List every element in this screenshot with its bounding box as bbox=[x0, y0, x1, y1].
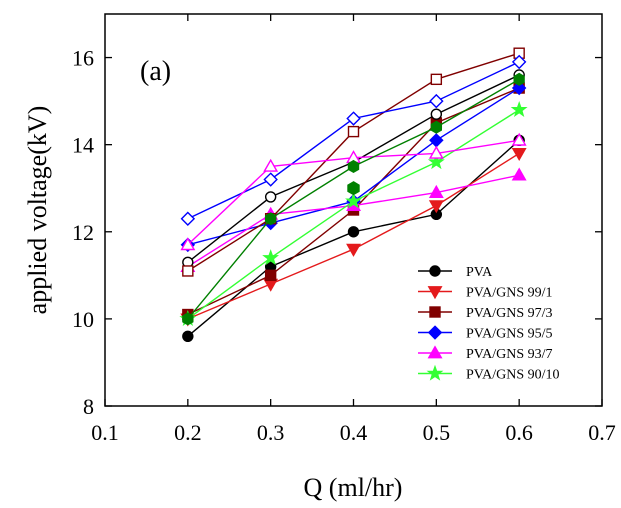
series-9 bbox=[180, 132, 527, 251]
x-tick-label: 0.3 bbox=[257, 420, 285, 445]
data-point bbox=[428, 200, 444, 214]
data-point bbox=[511, 80, 527, 96]
data-point bbox=[430, 73, 443, 86]
data-point bbox=[511, 167, 527, 181]
y-tick-label: 12 bbox=[72, 220, 94, 245]
legend-marker bbox=[427, 286, 443, 300]
legend-label: PVA/GNS 97/3 bbox=[466, 306, 553, 321]
data-point bbox=[347, 226, 360, 238]
data-point bbox=[430, 108, 443, 120]
legend-label: PVA/GNS 93/7 bbox=[466, 347, 553, 362]
data-point bbox=[262, 249, 280, 266]
series-10 bbox=[182, 72, 525, 326]
data-point bbox=[429, 93, 444, 109]
legend-item: PVA/GNS 93/7 bbox=[418, 345, 553, 362]
series-7 bbox=[182, 47, 525, 277]
legend-label: PVA/GNS 95/5 bbox=[466, 327, 553, 342]
legend-item: PVA/GNS 97/3 bbox=[418, 306, 553, 321]
legend-item: PVA bbox=[418, 265, 493, 280]
data-point bbox=[264, 269, 277, 282]
panel-label: (a) bbox=[140, 56, 171, 87]
y-axis-title: applied voltage(kV) bbox=[23, 106, 52, 315]
x-tick-label: 0.1 bbox=[91, 420, 119, 445]
data-point bbox=[182, 312, 194, 326]
plot-marks bbox=[179, 47, 528, 343]
data-point bbox=[182, 265, 194, 277]
x-tick-label: 0.2 bbox=[174, 420, 202, 445]
legend-marker bbox=[427, 345, 443, 359]
legend-label: PVA bbox=[466, 265, 493, 280]
data-point bbox=[263, 278, 279, 292]
data-point bbox=[263, 172, 278, 187]
data-point bbox=[511, 132, 527, 146]
x-axis-title: Q (ml/hr) bbox=[304, 473, 403, 502]
axis-ticks: 0.1 0.2 0.3 0.4 0.5 0.6 0.7 8 10 12 14 16 bbox=[72, 14, 616, 445]
data-point bbox=[428, 145, 444, 159]
data-point bbox=[345, 192, 362, 209]
x-tick-label: 0.7 bbox=[588, 420, 616, 445]
data-point bbox=[430, 120, 442, 134]
data-point bbox=[428, 184, 444, 199]
legend-label: PVA/GNS 99/1 bbox=[466, 286, 553, 301]
data-point bbox=[180, 211, 196, 226]
x-tick-label: 0.5 bbox=[423, 420, 451, 445]
legend-marker bbox=[429, 306, 441, 318]
legend: PVA PVA/GNS 99/1 PVA/GNS 97/3 PVA/GNS 95/5 P… bbox=[418, 265, 560, 383]
legend-marker bbox=[427, 325, 443, 340]
x-tick-label: 0.6 bbox=[505, 420, 533, 445]
data-point bbox=[265, 212, 277, 226]
data-point bbox=[346, 111, 361, 126]
legend-item: PVA/GNS 90/10 bbox=[418, 364, 560, 383]
data-point bbox=[347, 125, 360, 138]
data-point bbox=[182, 330, 194, 343]
data-point bbox=[511, 54, 527, 70]
legend-item: PVA/GNS 95/5 bbox=[418, 325, 553, 342]
data-point bbox=[513, 72, 525, 86]
series-1 bbox=[180, 147, 527, 327]
data-point bbox=[347, 159, 360, 174]
y-tick-label: 16 bbox=[72, 46, 94, 71]
legend-item: PVA/GNS 99/1 bbox=[418, 286, 553, 301]
y-tick-label: 10 bbox=[72, 307, 94, 332]
data-point bbox=[263, 158, 279, 172]
legend-marker bbox=[426, 364, 444, 381]
legend-marker bbox=[429, 265, 441, 277]
data-point bbox=[180, 237, 196, 251]
data-point bbox=[429, 133, 444, 148]
extra-data-point bbox=[347, 181, 360, 196]
legend-label: PVA/GNS 90/10 bbox=[466, 368, 560, 383]
data-point bbox=[346, 243, 362, 257]
x-tick-label: 0.4 bbox=[340, 420, 368, 445]
data-point bbox=[264, 191, 277, 203]
y-tick-label: 8 bbox=[83, 394, 94, 419]
data-point bbox=[511, 147, 527, 162]
y-tick-label: 14 bbox=[72, 133, 94, 158]
data-point bbox=[510, 101, 528, 117]
data-point bbox=[427, 153, 445, 170]
